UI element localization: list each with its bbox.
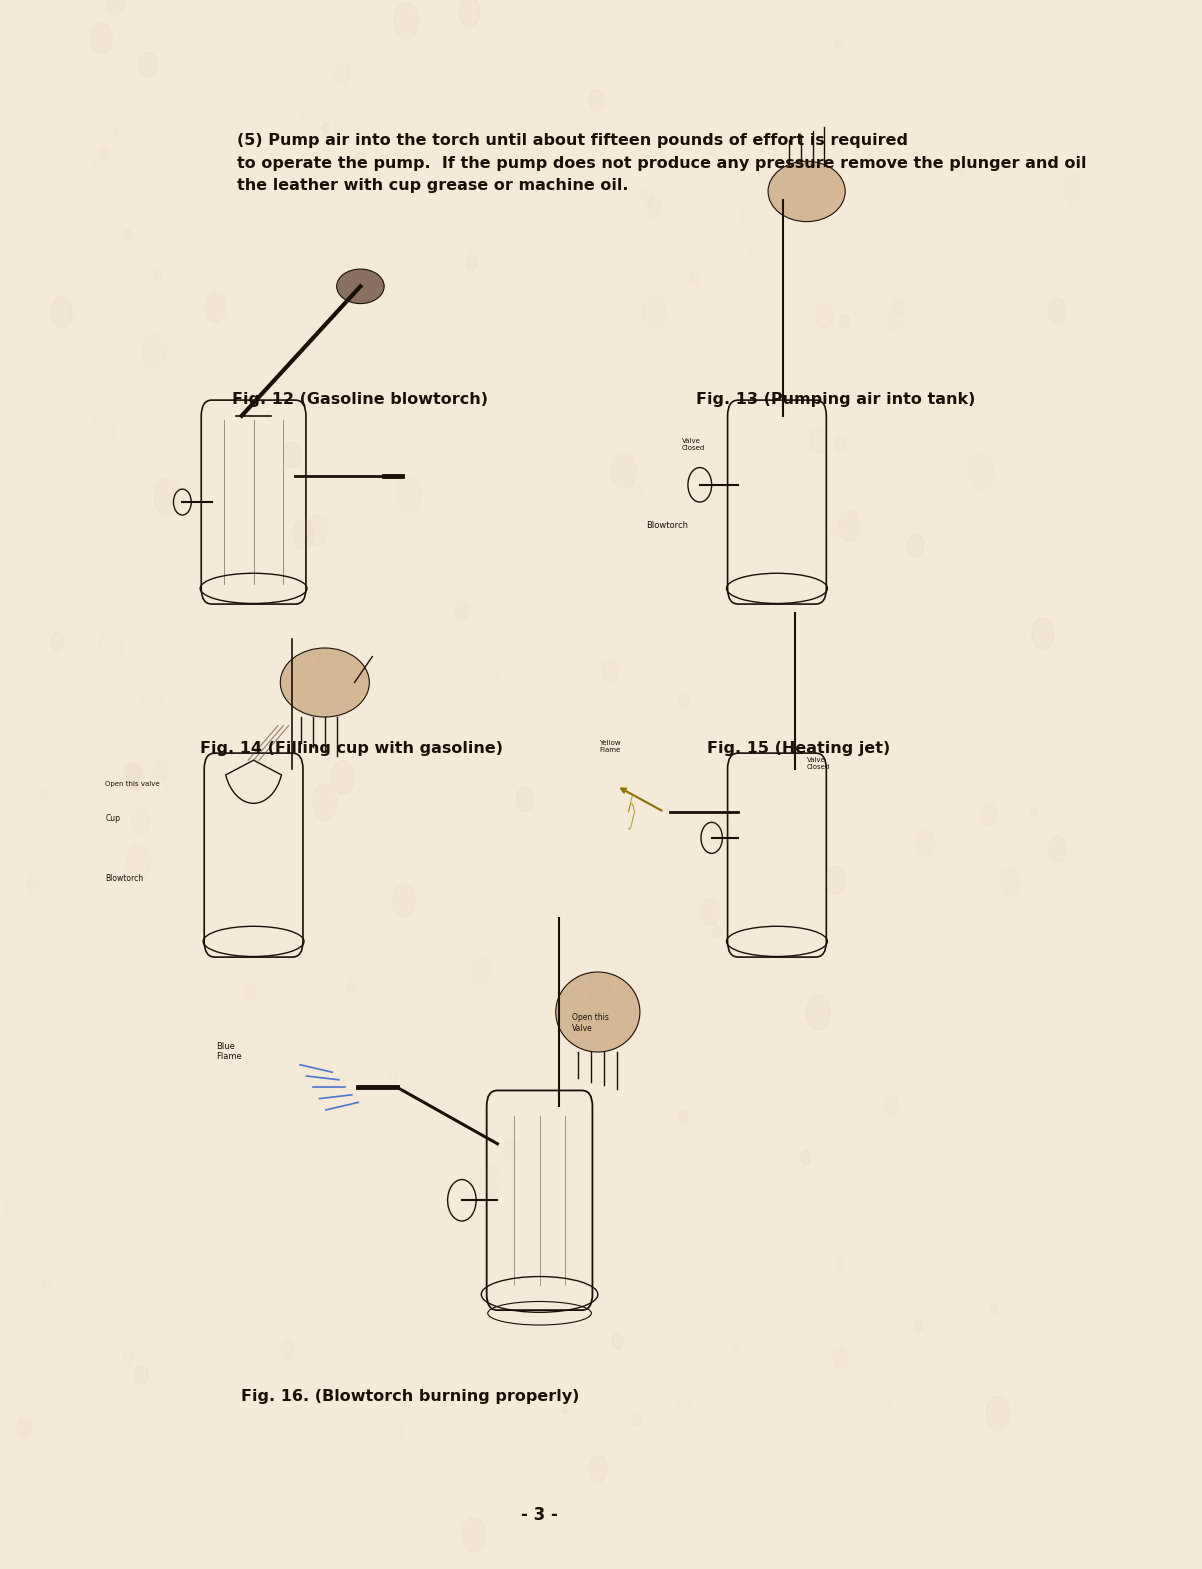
Circle shape bbox=[1048, 836, 1066, 863]
Circle shape bbox=[801, 1150, 810, 1164]
Circle shape bbox=[52, 632, 64, 651]
Circle shape bbox=[701, 899, 719, 926]
Circle shape bbox=[332, 761, 355, 794]
Circle shape bbox=[1048, 298, 1066, 323]
FancyArrowPatch shape bbox=[621, 789, 662, 811]
Circle shape bbox=[355, 152, 365, 166]
Ellipse shape bbox=[280, 648, 369, 717]
Text: Valve
Closed: Valve Closed bbox=[807, 756, 829, 770]
Circle shape bbox=[394, 3, 418, 39]
Ellipse shape bbox=[337, 268, 385, 303]
Circle shape bbox=[17, 1417, 31, 1439]
Circle shape bbox=[462, 1517, 486, 1552]
Circle shape bbox=[563, 1406, 567, 1414]
Circle shape bbox=[588, 971, 609, 1003]
Circle shape bbox=[135, 1365, 148, 1384]
Circle shape bbox=[52, 297, 72, 328]
Circle shape bbox=[91, 24, 112, 53]
Circle shape bbox=[126, 764, 144, 791]
Circle shape bbox=[459, 0, 480, 27]
Circle shape bbox=[679, 1111, 688, 1123]
Circle shape bbox=[589, 89, 605, 111]
Text: Blue
Flame: Blue Flame bbox=[216, 1042, 242, 1061]
Ellipse shape bbox=[555, 971, 639, 1051]
Circle shape bbox=[713, 926, 721, 937]
Text: Blowtorch: Blowtorch bbox=[106, 874, 143, 883]
Circle shape bbox=[206, 292, 226, 322]
Text: Fig. 16. (Blowtorch burning properly): Fig. 16. (Blowtorch burning properly) bbox=[240, 1389, 579, 1404]
Text: Fig. 13 (Pumping air into tank): Fig. 13 (Pumping air into tank) bbox=[696, 392, 975, 408]
Circle shape bbox=[466, 254, 477, 270]
Circle shape bbox=[154, 479, 179, 516]
Circle shape bbox=[1031, 808, 1037, 817]
Circle shape bbox=[807, 996, 829, 1029]
Text: Fig. 12 (Gasoline blowtorch): Fig. 12 (Gasoline blowtorch) bbox=[232, 392, 488, 408]
Text: Blowtorch: Blowtorch bbox=[647, 521, 689, 530]
Text: Yellow
Flame: Yellow Flame bbox=[599, 739, 620, 753]
Text: Cup: Cup bbox=[106, 814, 120, 822]
Circle shape bbox=[986, 1396, 1010, 1431]
Text: Open this
Valve: Open this Valve bbox=[572, 1014, 608, 1032]
Circle shape bbox=[293, 519, 314, 549]
Text: Fig. 14 (Filling cup with gasoline): Fig. 14 (Filling cup with gasoline) bbox=[200, 741, 502, 756]
Circle shape bbox=[589, 1456, 607, 1481]
Circle shape bbox=[839, 510, 859, 541]
Ellipse shape bbox=[768, 162, 845, 221]
Text: (5) Pump air into the torch until about fifteen pounds of effort is required
to : (5) Pump air into the torch until about … bbox=[238, 133, 1087, 193]
Circle shape bbox=[1031, 618, 1053, 650]
Text: Fig. 15 (Heating jet): Fig. 15 (Heating jet) bbox=[707, 741, 889, 756]
Circle shape bbox=[915, 1320, 923, 1332]
Text: Valve
Closed: Valve Closed bbox=[682, 438, 706, 452]
Circle shape bbox=[908, 533, 923, 557]
Circle shape bbox=[139, 52, 156, 77]
Circle shape bbox=[284, 442, 300, 468]
Text: - 3 -: - 3 - bbox=[522, 1506, 558, 1523]
Circle shape bbox=[517, 788, 534, 811]
Circle shape bbox=[123, 763, 139, 786]
Circle shape bbox=[840, 314, 850, 328]
Circle shape bbox=[322, 122, 329, 133]
Circle shape bbox=[612, 1334, 623, 1349]
Text: Open this valve: Open this valve bbox=[106, 781, 160, 788]
Circle shape bbox=[826, 866, 845, 894]
